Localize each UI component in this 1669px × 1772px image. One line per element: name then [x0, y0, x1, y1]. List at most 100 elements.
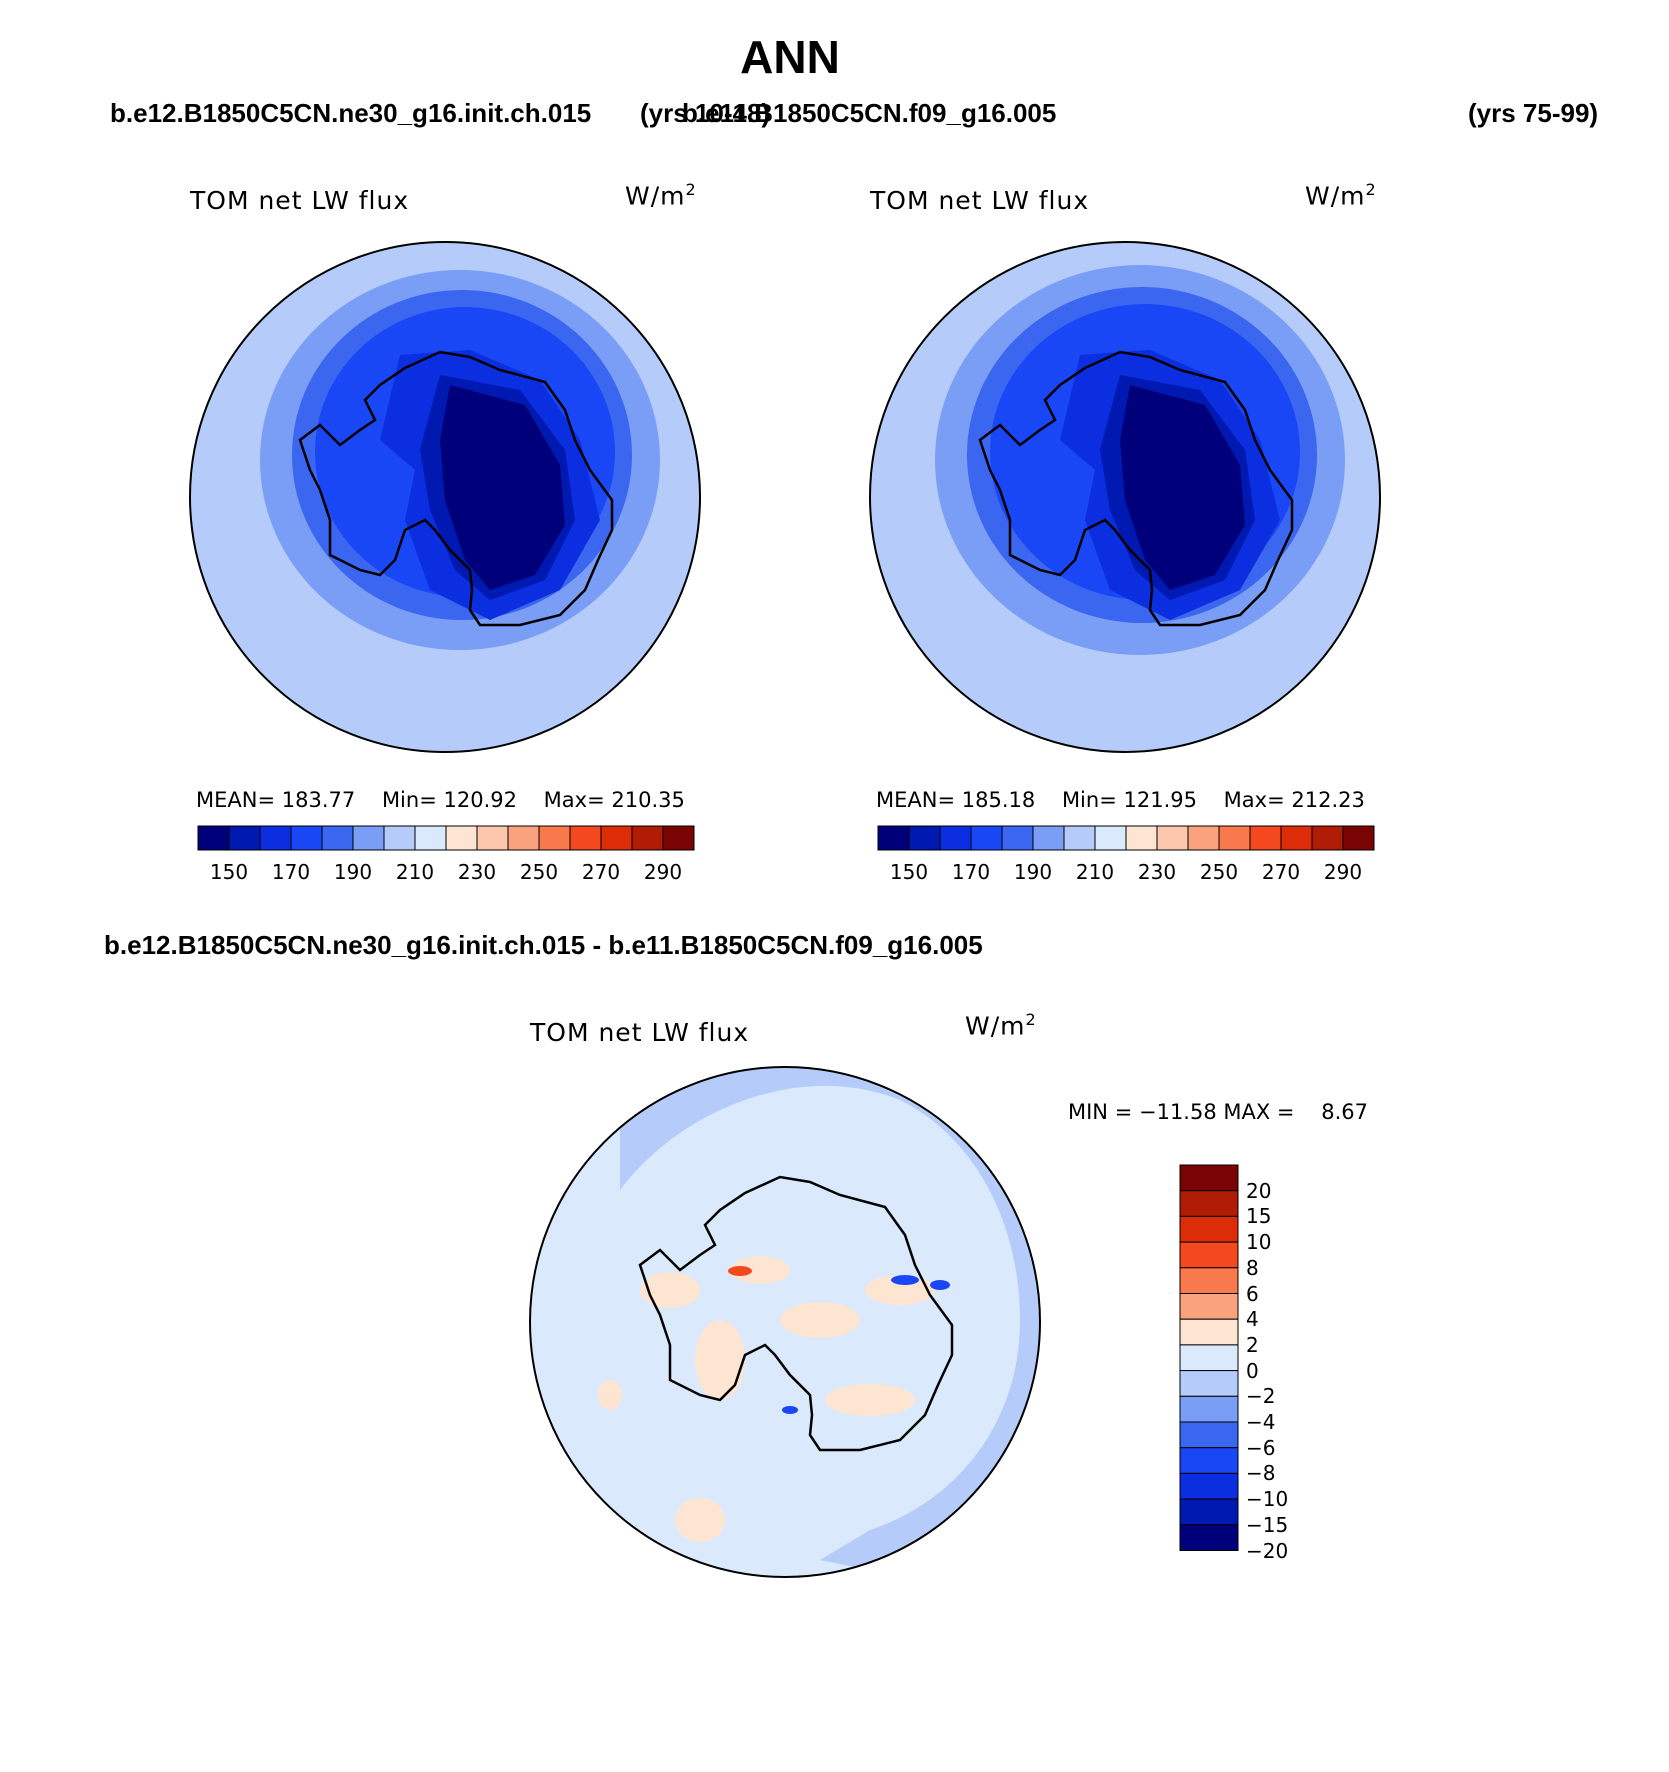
panel1-colorbar [197, 825, 695, 851]
colorbar-swatch [259, 825, 292, 851]
panel2-variable-label: TOM net LW flux [870, 186, 1090, 215]
colorbar-swatch [1179, 1395, 1239, 1423]
colorbar-swatch [383, 825, 416, 851]
diff-coastline [638, 1175, 954, 1452]
panel2-stats: MEAN= 185.18 Min= 121.95 Max= 212.23 [876, 788, 1365, 812]
colorbar-tick-label: 270 [581, 860, 621, 884]
case2-name: b.e11.B1850C5CN.f09_g16.005 [682, 98, 1057, 128]
diff-units: W/m2 [965, 1010, 1037, 1041]
colorbar-tick-label: 2 [1246, 1332, 1259, 1357]
colorbar-tick-label: 0 [1246, 1358, 1259, 1383]
colorbar-tick-label: 270 [1261, 860, 1301, 884]
colorbar-swatch [1001, 825, 1034, 851]
colorbar-swatch [290, 825, 323, 851]
colorbar-swatch [600, 825, 633, 851]
colorbar-tick-label: −15 [1246, 1512, 1289, 1537]
colorbar-swatch [1249, 825, 1282, 851]
colorbar-tick-label: 230 [1137, 860, 1177, 884]
colorbar-tick-label: 15 [1246, 1204, 1272, 1229]
colorbar-swatch [1342, 825, 1375, 851]
colorbar-swatch [197, 825, 230, 851]
colorbar-tick-label: −20 [1246, 1538, 1289, 1563]
panel1-coastline [298, 350, 614, 627]
colorbar-swatch [1179, 1190, 1239, 1217]
colorbar-swatch [1179, 1344, 1239, 1372]
colorbar-tick-label: 250 [519, 860, 559, 884]
colorbar-swatch [1179, 1164, 1239, 1192]
colorbar-swatch [1156, 825, 1189, 851]
colorbar-swatch [538, 825, 571, 851]
colorbar-tick-label: 190 [1013, 860, 1053, 884]
diff-minmax: MIN = −11.58 MAX = 8.67 [1068, 1100, 1369, 1124]
colorbar-swatch [228, 825, 261, 851]
panel2-colorbar [877, 825, 1375, 851]
colorbar-swatch [908, 825, 941, 851]
panel2-units: W/m2 [1305, 180, 1377, 211]
colorbar-swatch [1179, 1370, 1239, 1397]
panel1-map [190, 242, 700, 752]
colorbar-swatch [1179, 1318, 1239, 1346]
panel2-map [870, 242, 1380, 752]
colorbar-swatch [1125, 825, 1158, 851]
colorbar-swatch [1179, 1524, 1239, 1552]
colorbar-tick-label: 150 [209, 860, 249, 884]
panel1-border [189, 241, 701, 753]
colorbar-tick-label: 190 [333, 860, 373, 884]
colorbar-tick-label: −4 [1246, 1410, 1276, 1434]
colorbar-tick-label: 210 [395, 860, 435, 884]
colorbar-tick-label: 10 [1246, 1230, 1272, 1255]
panel1-variable-label: TOM net LW flux [190, 186, 410, 215]
colorbar-swatch [352, 825, 385, 851]
colorbar-tick-label: 210 [1075, 860, 1115, 884]
colorbar-tick-label: 250 [1199, 860, 1239, 884]
diff-border [529, 1066, 1041, 1578]
colorbar-tick-label: −10 [1246, 1487, 1289, 1512]
colorbar-tick-label: 4 [1246, 1307, 1259, 1332]
panel1-stats: MEAN= 183.77 Min= 120.92 Max= 210.35 [196, 788, 685, 812]
colorbar-tick-label: 150 [889, 860, 929, 884]
colorbar-tick-label: 290 [643, 860, 683, 884]
case2-years: (yrs 75-99) [1468, 98, 1599, 128]
colorbar-swatch [445, 825, 478, 851]
colorbar-swatch [877, 825, 910, 851]
diff-variable-label: TOM net LW flux [530, 1018, 750, 1047]
colorbar-swatch [476, 825, 509, 851]
colorbar-swatch [1179, 1215, 1239, 1243]
case1-years: (yrs 10-48) [640, 98, 771, 128]
colorbar-swatch [1218, 825, 1251, 851]
colorbar-swatch [1179, 1498, 1239, 1526]
colorbar-swatch [1063, 825, 1096, 851]
diff-header: b.e12.B1850C5CN.ne30_g16.init.ch.015 - b… [104, 930, 983, 960]
diff-colorbar [1179, 1164, 1239, 1552]
colorbar-swatch [507, 825, 540, 851]
colorbar-swatch [1179, 1241, 1239, 1269]
colorbar-tick-label: −2 [1246, 1384, 1276, 1409]
colorbar-tick-label: 170 [951, 860, 991, 884]
colorbar-swatch [662, 825, 695, 851]
colorbar-swatch [1179, 1447, 1239, 1474]
colorbar-swatch [970, 825, 1003, 851]
colorbar-swatch [1179, 1472, 1239, 1500]
colorbar-tick-label: 290 [1323, 860, 1363, 884]
colorbar-tick-label: −6 [1246, 1435, 1276, 1460]
colorbar-swatch [1280, 825, 1313, 851]
colorbar-tick-label: −8 [1246, 1461, 1276, 1486]
panel1-units: W/m2 [625, 180, 697, 211]
colorbar-swatch [1032, 825, 1065, 851]
colorbar-tick-label: 8 [1246, 1255, 1259, 1280]
panel2-border [869, 241, 1381, 753]
colorbar-tick-label: 230 [457, 860, 497, 884]
case1-name: b.e12.B1850C5CN.ne30_g16.init.ch.015 [110, 98, 592, 128]
colorbar-swatch [1311, 825, 1344, 851]
colorbar-swatch [1179, 1293, 1239, 1320]
colorbar-tick-label: 20 [1246, 1178, 1272, 1203]
diff-map [530, 1067, 1040, 1577]
colorbar-swatch [321, 825, 354, 851]
colorbar-swatch [939, 825, 972, 851]
colorbar-tick-label: 6 [1246, 1281, 1259, 1306]
colorbar-swatch [569, 825, 602, 851]
colorbar-swatch [1179, 1267, 1239, 1295]
colorbar-swatch [1094, 825, 1127, 851]
colorbar-swatch [631, 825, 664, 851]
